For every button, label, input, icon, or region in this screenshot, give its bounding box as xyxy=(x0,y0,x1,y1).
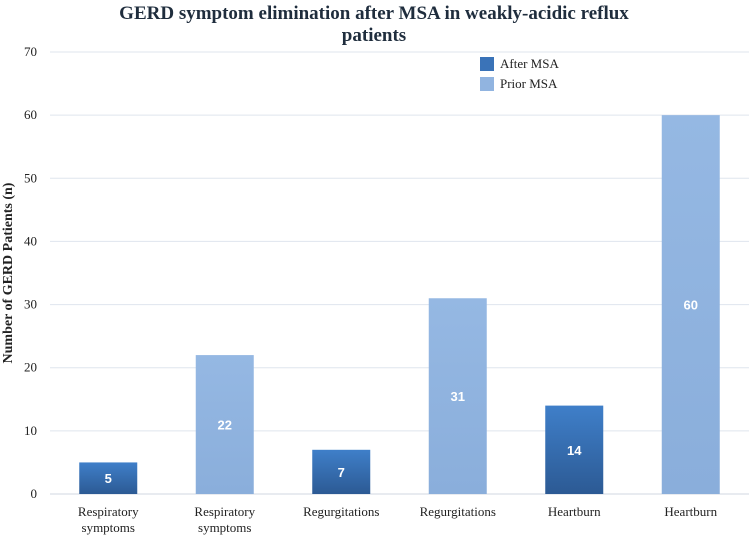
x-tick-label: symptoms xyxy=(82,520,135,535)
x-tick-label: Respiratory xyxy=(78,504,139,519)
data-label: 5 xyxy=(105,471,112,486)
bar-after-msa xyxy=(79,462,138,494)
bar-prior-msa xyxy=(661,115,720,495)
legend-label: Prior MSA xyxy=(500,76,558,91)
x-tick-label: Regurgitations xyxy=(420,504,496,519)
y-tick-label: 70 xyxy=(24,44,37,59)
data-label: 7 xyxy=(338,465,345,480)
data-label: 60 xyxy=(684,298,698,313)
legend-swatch xyxy=(480,57,494,71)
x-tick-label: Regurgitations xyxy=(303,504,379,519)
y-tick-label: 40 xyxy=(24,233,37,248)
x-tick-label: Respiratory xyxy=(194,504,255,519)
y-tick-label: 30 xyxy=(24,297,37,312)
bar-after-msa xyxy=(312,449,371,494)
y-tick-label: 0 xyxy=(31,486,38,501)
x-tick-label: Heartburn xyxy=(664,504,717,519)
bar-prior-msa xyxy=(195,355,254,494)
legend-label: After MSA xyxy=(500,56,559,71)
y-axis-label: Number of GERD Patients (n) xyxy=(1,182,16,363)
x-tick-label: Heartburn xyxy=(548,504,601,519)
chart-title-line: GERD symptom elimination after MSA in we… xyxy=(119,3,629,24)
legend-swatch xyxy=(480,77,494,91)
bar-prior-msa xyxy=(428,298,487,494)
data-label: 14 xyxy=(567,443,582,458)
y-tick-label: 20 xyxy=(24,360,37,375)
x-tick-label: symptoms xyxy=(198,520,251,535)
bar-after-msa xyxy=(545,405,604,494)
chart-title-line: patients xyxy=(342,25,406,46)
y-tick-label: 60 xyxy=(24,107,37,122)
y-tick-label: 10 xyxy=(24,423,37,438)
data-label: 31 xyxy=(451,389,465,404)
y-tick-label: 50 xyxy=(24,170,37,185)
data-label: 22 xyxy=(218,418,232,433)
